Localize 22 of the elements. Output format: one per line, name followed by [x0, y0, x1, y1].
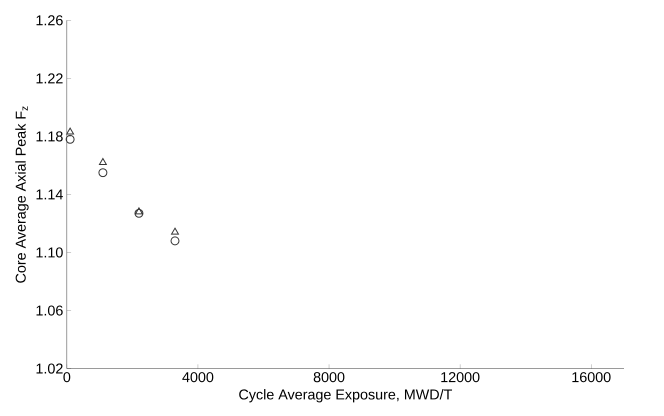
x-axis-title: Cycle Average Exposure, MWD/T	[239, 389, 452, 403]
x-tick-label: 16000	[572, 372, 611, 382]
y-tick-label: 1.22	[36, 74, 63, 84]
point	[135, 208, 143, 215]
point	[66, 128, 74, 135]
point	[170, 236, 180, 246]
y-tick-label: 1.18	[36, 132, 63, 142]
y-axis-title: Core Average Axial Peak F$_{z}$	[15, 106, 29, 283]
x-tick-label: 0	[63, 372, 70, 382]
y-tick-label: 1.14	[36, 190, 63, 200]
point	[98, 168, 108, 178]
y-tick-label: 1.06	[36, 306, 63, 316]
point	[66, 134, 75, 144]
y-tick-label: 1.02	[36, 364, 63, 374]
y-tick-label: 1.10	[36, 248, 63, 258]
x-tick-label: 4000	[182, 372, 214, 382]
x-tick-label: 12000	[441, 372, 480, 382]
point	[134, 208, 144, 218]
point	[171, 228, 179, 235]
y-tick-label: 1.26	[36, 15, 63, 26]
point	[98, 158, 107, 166]
x-tick-label: 8000	[314, 372, 344, 382]
